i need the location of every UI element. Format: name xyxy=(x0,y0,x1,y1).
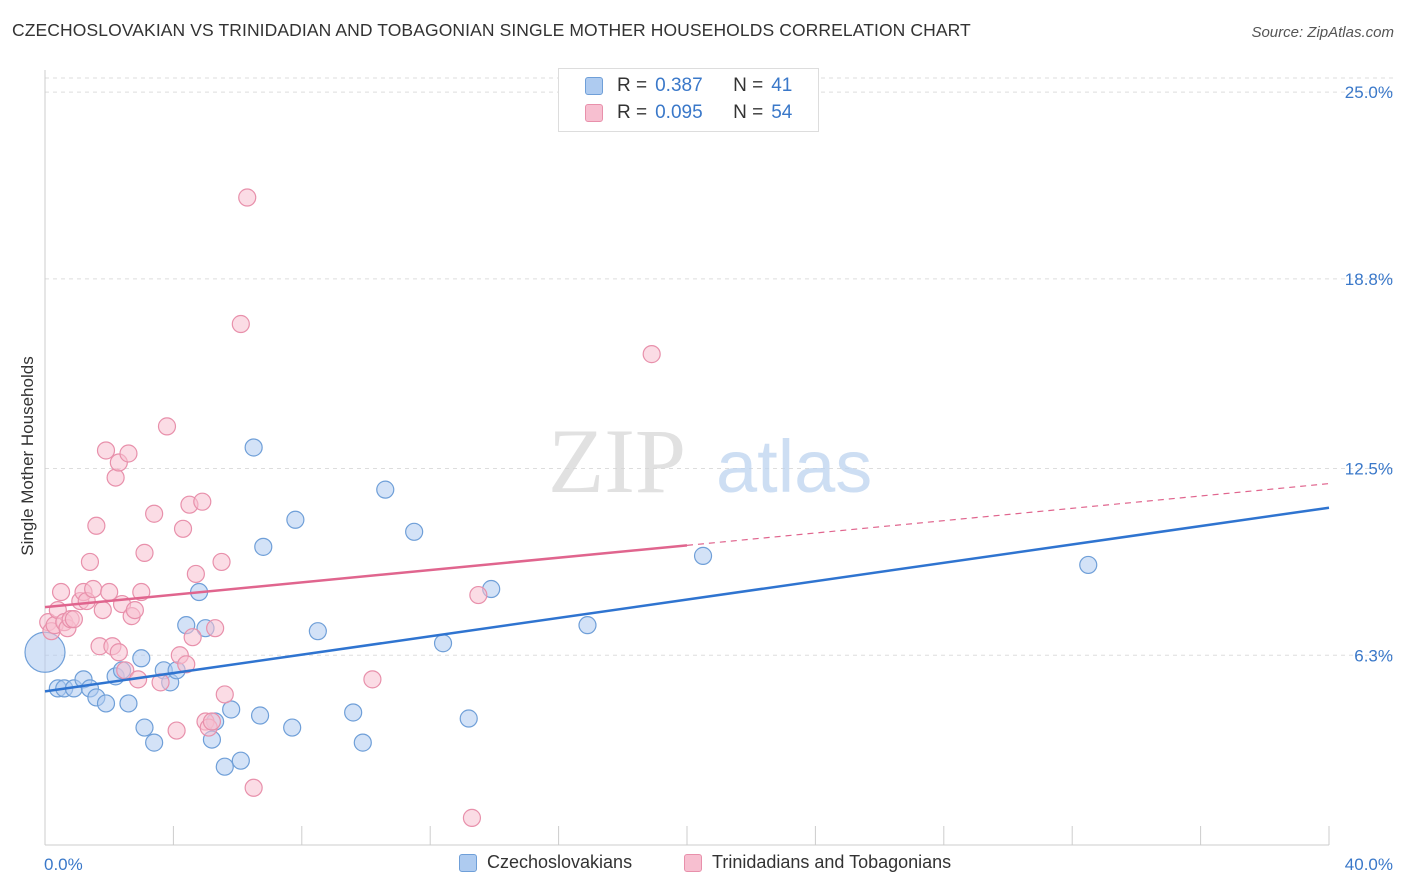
n-value: 54 xyxy=(771,102,793,123)
point-czechoslovakians xyxy=(459,709,478,728)
point-trinidadians xyxy=(119,444,138,463)
point-trinidadians xyxy=(238,188,257,207)
point-czechoslovakians xyxy=(145,733,164,752)
point-trinidadians xyxy=(125,600,144,620)
point-czechoslovakians xyxy=(376,480,395,499)
watermark-zip: ZIP xyxy=(548,410,686,512)
n-value: 41 xyxy=(771,75,793,96)
point-czechoslovakians xyxy=(215,757,234,776)
point-trinidadians xyxy=(106,468,125,487)
point-czechoslovakians xyxy=(353,733,372,752)
stats-legend-row-blue: R = 0.387 N = 41 xyxy=(585,73,792,99)
point-trinidadians xyxy=(244,778,263,797)
point-trinidadians xyxy=(231,314,250,334)
y-tick-label: 25.0% xyxy=(1345,83,1393,102)
point-czechoslovakians xyxy=(244,438,263,457)
blue-swatch xyxy=(585,77,603,95)
point-trinidadians xyxy=(363,670,382,689)
trend-line-pink xyxy=(44,544,688,609)
legend-label: Trinidadians and Tobagonians xyxy=(712,852,952,872)
point-trinidadians xyxy=(51,582,71,602)
x-tick-labels: 0.0% 40.0% xyxy=(44,855,1393,874)
point-trinidadians xyxy=(183,628,202,647)
source-label: Source: ZipAtlas.com xyxy=(1251,24,1394,41)
point-trinidadians xyxy=(186,564,205,584)
point-trinidadians xyxy=(145,504,164,523)
point-trinidadians xyxy=(642,345,661,364)
point-czechoslovakians xyxy=(222,700,241,719)
r-value: 0.387 xyxy=(655,75,703,96)
point-czechoslovakians xyxy=(135,718,154,737)
legend-item-trinidadians: Trinidadians and Tobagonians xyxy=(684,852,951,873)
trend-line-pink-extension xyxy=(686,483,1330,546)
axes xyxy=(44,70,1330,846)
point-trinidadians xyxy=(100,582,119,602)
point-trinidadians xyxy=(64,610,83,629)
point-trinidadians xyxy=(173,519,193,538)
point-czechoslovakians xyxy=(96,694,116,713)
pink-swatch xyxy=(585,104,603,122)
y-tick-label: 6.3% xyxy=(1354,646,1393,665)
point-czechoslovakians xyxy=(308,622,327,641)
trend-lines xyxy=(44,483,1330,693)
legend-item-czechoslovakians: Czechoslovakians xyxy=(459,852,632,873)
point-czechoslovakians xyxy=(132,649,151,668)
point-trinidadians xyxy=(157,417,177,436)
point-trinidadians xyxy=(206,619,225,638)
point-czechoslovakians xyxy=(254,537,273,556)
n-label: N = xyxy=(733,102,764,123)
trend-line-blue xyxy=(44,506,1330,693)
y-tick-label: 18.8% xyxy=(1345,270,1393,289)
point-czechoslovakians xyxy=(693,546,713,565)
point-czechoslovakians xyxy=(433,634,453,653)
watermark: ZIP atlas xyxy=(548,410,872,512)
point-trinidadians xyxy=(96,441,116,460)
data-points xyxy=(24,188,1098,827)
y-axis-label: Single Mother Households xyxy=(18,356,37,556)
stats-legend: R = 0.387 N = 41 R = 0.095 N = 54 xyxy=(558,68,819,132)
legend-label: Czechoslovakians xyxy=(487,852,633,872)
r-value: 0.095 xyxy=(655,102,703,123)
point-trinidadians xyxy=(212,552,231,572)
point-trinidadians xyxy=(80,552,100,572)
point-czechoslovakians xyxy=(250,706,270,725)
point-czechoslovakians xyxy=(286,510,305,529)
point-trinidadians xyxy=(193,492,212,511)
point-trinidadians xyxy=(202,712,222,731)
point-trinidadians xyxy=(87,516,106,535)
point-czechoslovakians xyxy=(119,694,138,713)
point-czechoslovakians xyxy=(405,522,424,541)
point-trinidadians xyxy=(462,808,482,827)
blue-swatch xyxy=(459,853,477,872)
r-label: R = xyxy=(617,102,648,123)
r-label: R = xyxy=(617,75,648,96)
stats-legend-row-pink: R = 0.095 N = 54 xyxy=(585,100,792,126)
point-czechoslovakians xyxy=(1079,555,1098,575)
n-label: N = xyxy=(733,75,764,96)
point-trinidadians xyxy=(84,579,103,599)
watermark-atlas: atlas xyxy=(716,425,872,508)
point-trinidadians xyxy=(167,721,186,740)
point-trinidadians xyxy=(177,655,196,674)
pink-swatch xyxy=(684,853,702,872)
point-czechoslovakians xyxy=(344,703,363,722)
x-tick-label-min: 0.0% xyxy=(44,855,83,874)
point-trinidadians xyxy=(469,585,488,605)
chart-title: CZECHOSLOVAKIAN VS TRINIDADIAN AND TOBAG… xyxy=(12,20,971,40)
point-trinidadians xyxy=(109,643,128,662)
x-tick-label-max: 40.0% xyxy=(1345,855,1393,874)
point-czechoslovakians xyxy=(231,751,250,770)
point-czechoslovakians xyxy=(24,631,66,673)
grid-lines xyxy=(45,77,1394,656)
point-trinidadians xyxy=(93,600,112,620)
point-trinidadians xyxy=(135,543,154,562)
y-tick-labels: 6.3% 12.5% 18.8% 25.0% xyxy=(1345,83,1393,665)
point-trinidadians xyxy=(215,685,234,704)
point-czechoslovakians xyxy=(283,718,302,737)
point-czechoslovakians xyxy=(578,616,597,635)
y-tick-label: 12.5% xyxy=(1345,460,1393,479)
